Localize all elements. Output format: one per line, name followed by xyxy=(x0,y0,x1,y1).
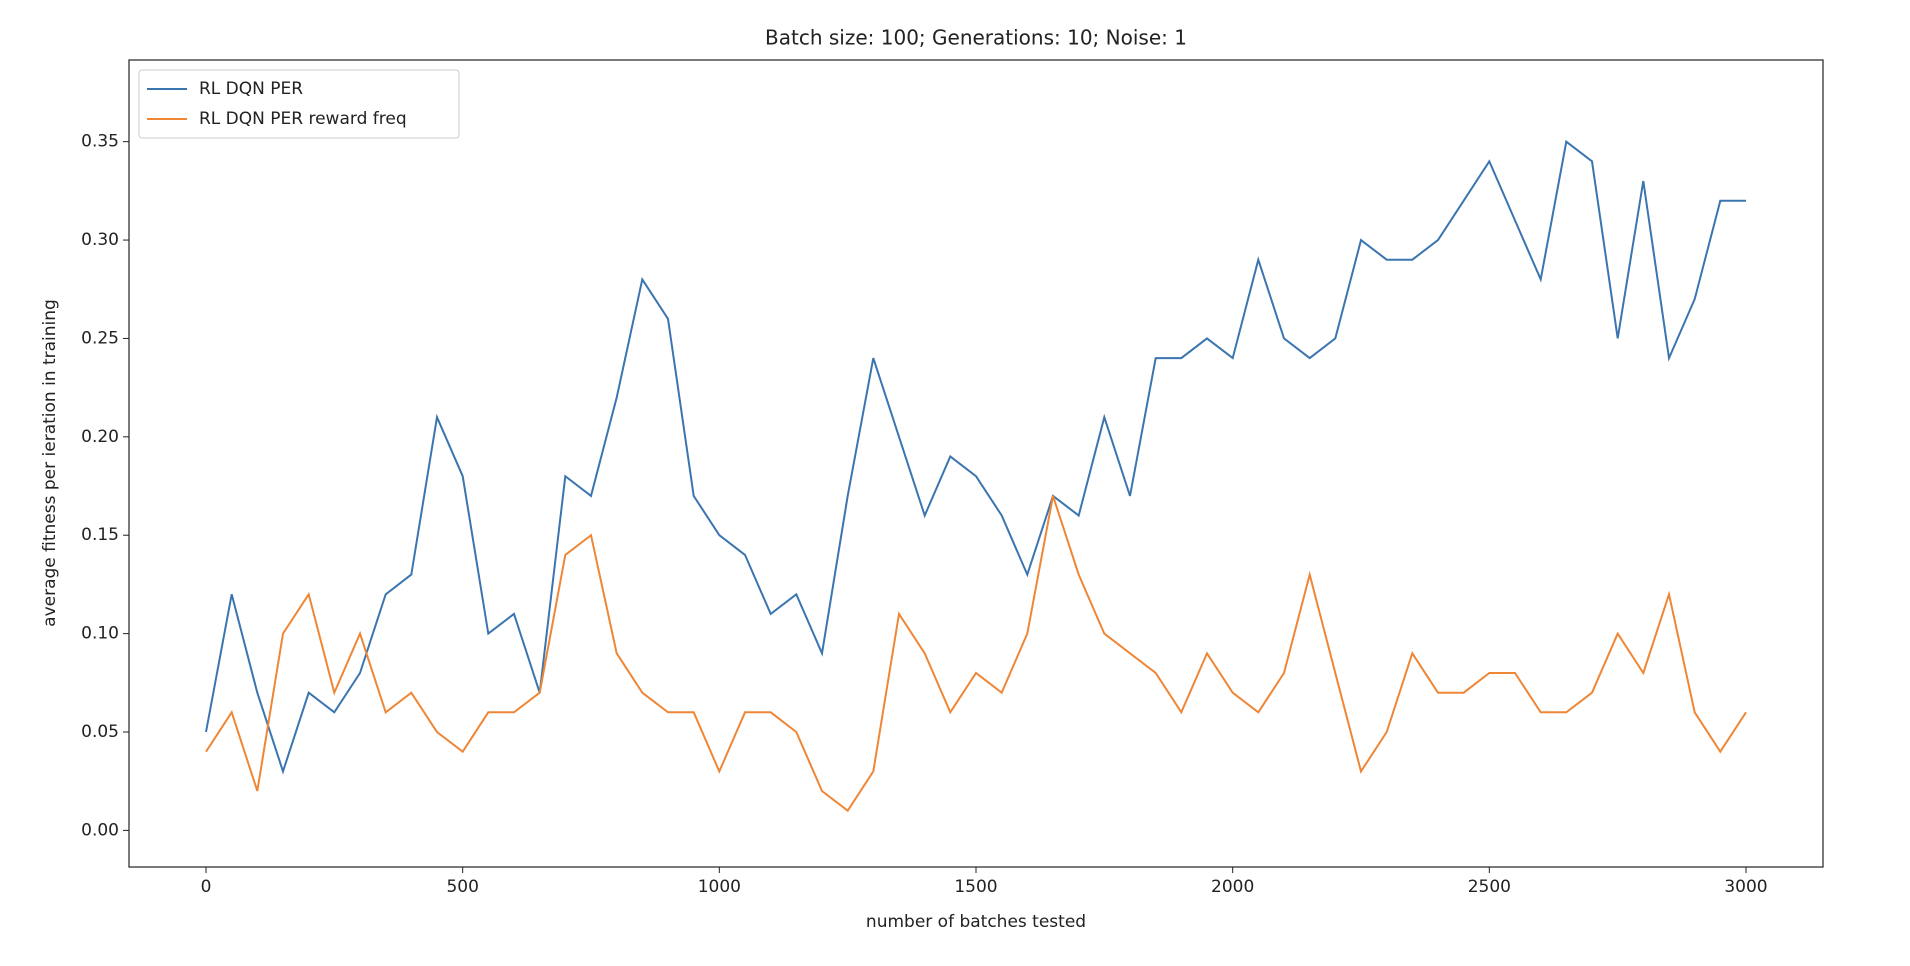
y-axis-label: average fitness per ieration in training xyxy=(40,299,60,627)
y-tick-label: 0.05 xyxy=(81,722,119,742)
x-tick-label: 0 xyxy=(201,877,212,897)
x-axis-label: number of batches tested xyxy=(866,912,1086,932)
y-tick-label: 0.10 xyxy=(81,624,119,644)
x-tick-label: 1000 xyxy=(698,877,741,897)
y-tick-label: 0.15 xyxy=(81,525,119,545)
y-tick-label: 0.00 xyxy=(81,820,119,840)
chart-title: Batch size: 100; Generations: 10; Noise:… xyxy=(765,26,1187,50)
series-line xyxy=(205,139,1746,775)
y-tick-label: 0.30 xyxy=(81,230,119,250)
y-tick-label: 0.35 xyxy=(81,132,119,152)
x-tick-label: 500 xyxy=(446,877,478,897)
legend-label: RL DQN PER reward freq xyxy=(199,109,407,129)
x-tick-label: 2500 xyxy=(1468,877,1511,897)
legend-label: RL DQN PER xyxy=(199,79,303,99)
x-tick-label: 3000 xyxy=(1724,877,1767,897)
y-tick-label: 0.20 xyxy=(81,427,119,447)
y-tick-label: 0.25 xyxy=(81,328,119,348)
series-line xyxy=(205,495,1747,813)
plot-frame xyxy=(128,59,1824,868)
x-tick-label: 1500 xyxy=(954,877,997,897)
x-tick-label: 2000 xyxy=(1211,877,1254,897)
legend-box xyxy=(138,69,460,139)
